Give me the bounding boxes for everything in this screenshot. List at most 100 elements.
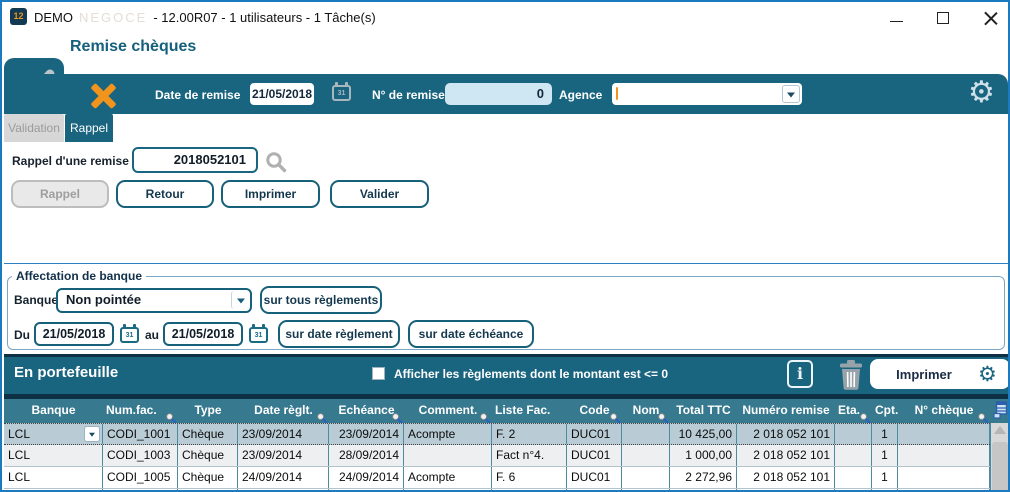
search-icon[interactable] xyxy=(265,151,287,173)
cell-numero-remise[interactable]: 2 018 052 101 xyxy=(737,445,835,466)
info-icon[interactable]: i xyxy=(787,360,813,388)
cell-type[interactable]: Chèque xyxy=(178,467,238,488)
column-chooser-icon[interactable] xyxy=(993,401,1008,419)
cell-banque[interactable]: LCL xyxy=(4,424,103,444)
trash-icon[interactable] xyxy=(839,360,863,390)
table-row[interactable]: LCL CODI_1003 Chèque 23/09/2014 28/09/2014 Fa… xyxy=(4,445,990,467)
cell-num-fac[interactable]: CODI_1005 xyxy=(103,467,178,488)
column-header-num-fac[interactable]: Num.fac. xyxy=(103,399,178,423)
cell-num-fac[interactable]: CODI_1001 xyxy=(103,424,178,444)
cell-echeance[interactable]: 24/09/2014 xyxy=(329,467,404,488)
sur-date-reglement-button[interactable]: sur date règlement xyxy=(278,320,400,348)
calendar-icon-du[interactable]: 31 xyxy=(120,324,139,343)
cell-code[interactable]: DUC01 xyxy=(567,445,622,466)
cell-eta[interactable] xyxy=(835,467,872,488)
column-header-echeance[interactable]: Echéance xyxy=(329,399,404,423)
cell-liste-fac[interactable]: Fact n°4. xyxy=(492,445,567,466)
column-header-numero-remise[interactable]: Numéro remise xyxy=(737,399,835,423)
cell-nom[interactable] xyxy=(622,445,670,466)
column-header-banque[interactable]: Banque xyxy=(4,399,103,423)
banque-cell-chevron-down-icon[interactable] xyxy=(84,426,100,442)
sur-date-echeance-button[interactable]: sur date échéance xyxy=(408,320,534,348)
cell-code[interactable]: DUC01 xyxy=(567,424,622,444)
cell-date-reglt[interactable]: 23/09/2014 xyxy=(238,424,329,444)
column-header-eta[interactable]: Eta. xyxy=(835,399,872,423)
cell-banque[interactable]: LCL xyxy=(4,467,103,488)
column-header-code[interactable]: Code xyxy=(567,399,622,423)
cell-cpt[interactable]: 1 xyxy=(872,424,898,444)
cancel-x-icon[interactable] xyxy=(88,82,116,110)
pin-filter-icon[interactable] xyxy=(392,413,403,423)
pin-filter-icon[interactable] xyxy=(658,413,669,423)
column-header-date-reglt[interactable]: Date règlt. xyxy=(238,399,329,423)
pin-filter-icon[interactable] xyxy=(480,413,491,423)
scrollbar-thumb[interactable] xyxy=(992,442,1008,490)
calendar-icon-toolbar[interactable]: 31 xyxy=(332,82,351,101)
cell-type[interactable]: Chèque xyxy=(178,445,238,466)
table-row[interactable]: LCL CODI_1001 Chèque 23/09/2014 23/09/2014 Ac… xyxy=(4,423,990,445)
scroll-up-icon[interactable] xyxy=(994,426,1006,434)
cell-total-ttc[interactable]: 2 272,96 xyxy=(670,467,737,488)
calendar-icon-au[interactable]: 31 xyxy=(249,324,268,343)
cell-liste-fac[interactable]: F. 2 xyxy=(492,424,567,444)
maximize-icon[interactable] xyxy=(937,12,949,24)
tab-validation[interactable]: Validation xyxy=(4,114,64,142)
table-scrollbar[interactable] xyxy=(990,423,1008,490)
au-date-input[interactable]: 21/05/2018 xyxy=(163,322,243,346)
cell-echeance[interactable]: 28/09/2014 xyxy=(329,445,404,466)
grid-settings-gear-icon[interactable]: ⚙ xyxy=(978,361,997,386)
chevron-down-icon[interactable] xyxy=(231,291,249,309)
column-header-liste-fac[interactable]: Liste Fac. xyxy=(492,399,567,423)
pin-filter-icon[interactable] xyxy=(317,413,328,423)
portfolio-imprimer-button[interactable]: Imprimer ⚙ xyxy=(870,359,1008,389)
cell-nom[interactable] xyxy=(622,467,670,488)
pin-filter-icon[interactable] xyxy=(610,413,621,423)
cell-cpt[interactable]: 1 xyxy=(872,445,898,466)
cell-total-ttc[interactable]: 1 000,00 xyxy=(670,445,737,466)
pin-filter-icon[interactable] xyxy=(166,413,177,423)
cell-total-ttc[interactable]: 10 425,00 xyxy=(670,424,737,444)
valider-button[interactable]: Valider xyxy=(330,180,429,208)
du-date-input[interactable]: 21/05/2018 xyxy=(34,322,114,346)
cell-date-reglt[interactable]: 23/09/2014 xyxy=(238,445,329,466)
cell-liste-fac[interactable]: F. 6 xyxy=(492,467,567,488)
show-zero-checkbox[interactable] xyxy=(372,367,385,380)
minimize-icon[interactable] xyxy=(890,21,903,22)
pin-filter-icon[interactable] xyxy=(860,413,871,423)
toolbar-gear-icon[interactable]: ⚙ xyxy=(968,75,995,110)
column-header-comment[interactable]: Comment. xyxy=(404,399,492,423)
cell-num-fac[interactable]: CODI_1003 xyxy=(103,445,178,466)
date-remise-input[interactable]: 21/05/2018 xyxy=(250,83,314,105)
cell-type[interactable]: Chèque xyxy=(178,424,238,444)
cell-code[interactable]: DUC01 xyxy=(567,467,622,488)
column-header-n-cheque[interactable]: N° chèque xyxy=(898,399,990,423)
cell-echeance[interactable]: 23/09/2014 xyxy=(329,424,404,444)
tab-rappel[interactable]: Rappel xyxy=(65,114,113,142)
column-header-nom[interactable]: Nom xyxy=(622,399,670,423)
banque-select[interactable]: Non pointée xyxy=(56,288,252,313)
cell-eta[interactable] xyxy=(835,445,872,466)
cell-nom[interactable] xyxy=(622,424,670,444)
column-header-total-ttc[interactable]: Total TTC xyxy=(670,399,737,423)
imprimer-button[interactable]: Imprimer xyxy=(221,180,320,208)
cell-numero-remise[interactable]: 2 018 052 101 xyxy=(737,467,835,488)
pin-filter-icon[interactable] xyxy=(978,413,989,423)
cell-comment[interactable]: Acompte xyxy=(404,467,492,488)
chevron-down-icon[interactable] xyxy=(782,85,800,103)
sur-tous-reglements-button[interactable]: sur tous règlements xyxy=(260,286,382,314)
cell-eta[interactable] xyxy=(835,424,872,444)
close-icon[interactable] xyxy=(984,11,998,25)
agence-select[interactable] xyxy=(612,83,802,105)
retour-button[interactable]: Retour xyxy=(116,180,214,208)
cell-n-cheque[interactable] xyxy=(898,424,990,444)
table-row[interactable]: LCL CODI_1005 Chèque 24/09/2014 24/09/2014 Ac… xyxy=(4,467,990,489)
cell-comment[interactable] xyxy=(404,445,492,466)
cell-n-cheque[interactable] xyxy=(898,445,990,466)
cell-n-cheque[interactable] xyxy=(898,467,990,488)
cell-numero-remise[interactable]: 2 018 052 101 xyxy=(737,424,835,444)
column-header-cpt[interactable]: Cpt. xyxy=(872,399,898,423)
cell-banque[interactable]: LCL xyxy=(4,445,103,466)
rappel-remise-input[interactable]: 2018052101 xyxy=(132,147,258,173)
cell-cpt[interactable]: 1 xyxy=(872,467,898,488)
num-remise-input[interactable]: 0 xyxy=(445,83,552,105)
